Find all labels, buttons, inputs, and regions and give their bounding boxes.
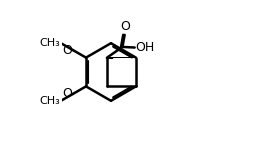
- Text: O: O: [120, 20, 130, 33]
- Text: CH₃: CH₃: [40, 38, 60, 48]
- Text: CH₃: CH₃: [40, 96, 60, 106]
- Text: O: O: [62, 87, 72, 100]
- Text: O: O: [62, 44, 72, 57]
- Text: OH: OH: [135, 41, 155, 54]
